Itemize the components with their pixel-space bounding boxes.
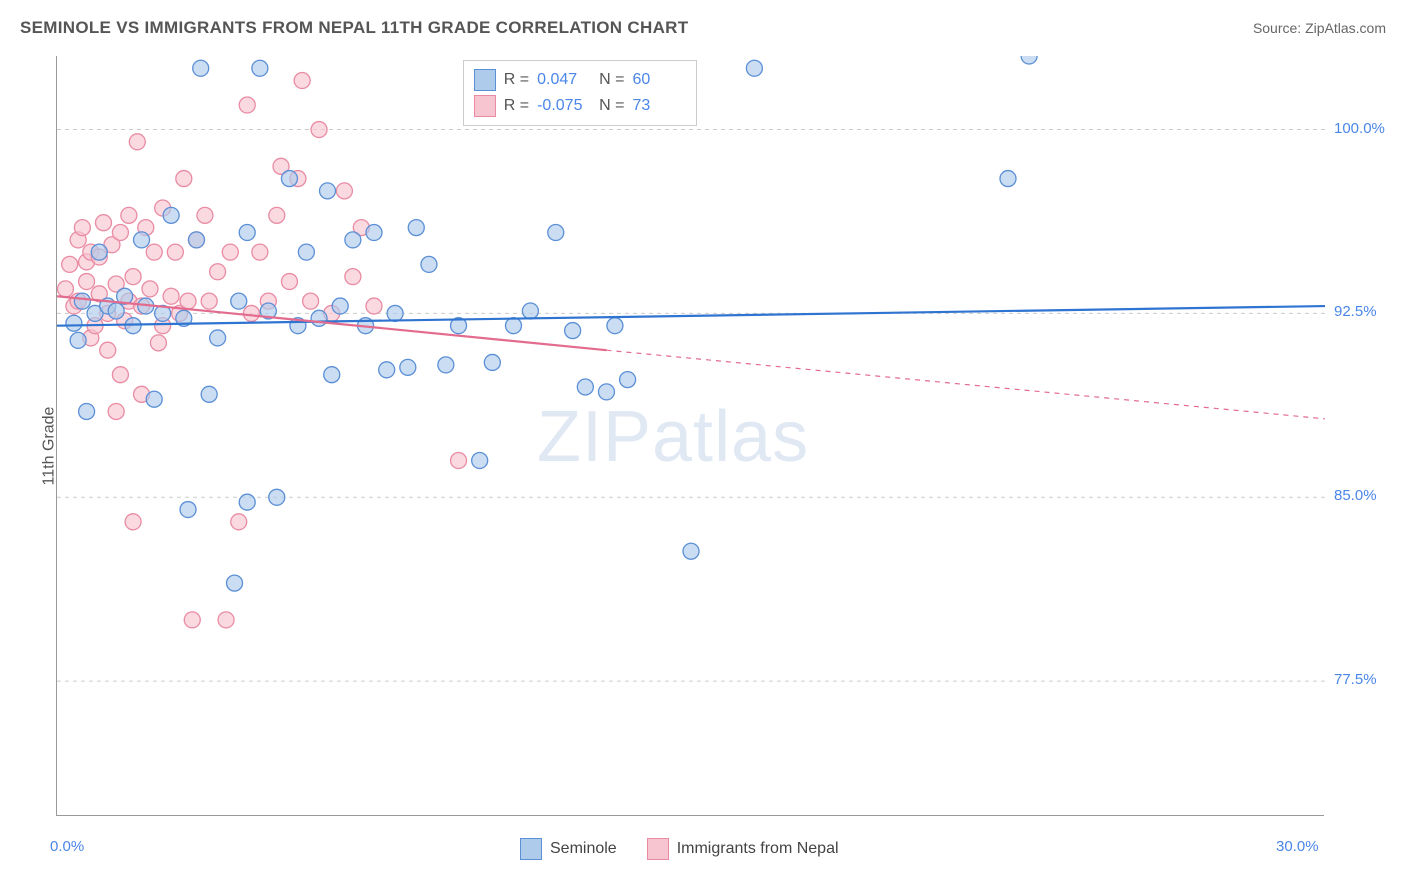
x-tick-label: 30.0%: [1276, 838, 1319, 855]
stats-legend-row: R = -0.075 N = 73: [474, 93, 687, 119]
legend-square-icon: [520, 838, 542, 860]
stats-legend-row: R = 0.047 N = 60: [474, 67, 687, 93]
legend-square-icon: [474, 69, 496, 91]
stats-r-label: R =: [504, 71, 529, 89]
legend-square-icon: [647, 838, 669, 860]
stats-r-value: 0.047: [537, 71, 591, 89]
stats-r-value: -0.075: [537, 97, 591, 115]
stats-n-label: N =: [599, 97, 624, 115]
stats-n-label: N =: [599, 71, 624, 89]
legend-label: Seminole: [550, 840, 617, 858]
x-tick-label: 0.0%: [50, 838, 84, 855]
chart-source: Source: ZipAtlas.com: [1253, 20, 1386, 36]
y-tick-label: 77.5%: [1334, 671, 1377, 688]
stats-n-value: 73: [632, 97, 686, 115]
chart-svg: [57, 56, 1325, 816]
chart-plot-area: R =0.047N =60R =-0.075N =73 ZIPatlas: [56, 56, 1324, 816]
stats-r-label: R =: [504, 97, 529, 115]
legend-label: Immigrants from Nepal: [677, 840, 839, 858]
legend-square-icon: [474, 95, 496, 117]
bottom-legend-item: Immigrants from Nepal: [647, 838, 839, 860]
stats-legend-box: R = 0.047 N = 60 R = -0.075 N = 73: [463, 60, 698, 126]
bottom-legend: Seminole Immigrants from Nepal: [520, 838, 839, 860]
y-tick-label: 92.5%: [1334, 303, 1377, 320]
y-tick-label: 100.0%: [1334, 120, 1385, 137]
y-tick-label: 85.0%: [1334, 487, 1377, 504]
stats-n-value: 60: [632, 71, 686, 89]
chart-title: SEMINOLE VS IMMIGRANTS FROM NEPAL 11TH G…: [20, 18, 688, 38]
chart-header: SEMINOLE VS IMMIGRANTS FROM NEPAL 11TH G…: [20, 18, 1386, 38]
bottom-legend-item: Seminole: [520, 838, 617, 860]
